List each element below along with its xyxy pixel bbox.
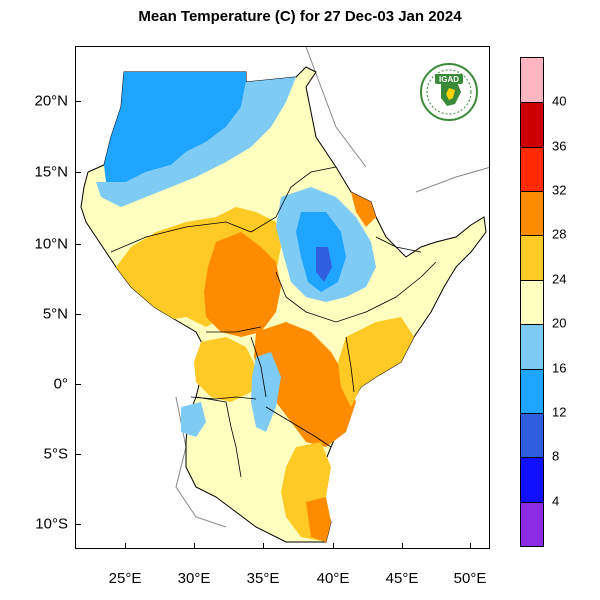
hot-zone-south-sudan — [204, 232, 281, 337]
colorbar-segment — [521, 501, 543, 546]
map-title: Mean Temperature (C) for 27 Dec-03 Jan 2… — [138, 8, 462, 25]
colorbar-tick-label: 28 — [552, 226, 567, 242]
latitude-tick-mark — [75, 524, 81, 525]
latitude-tick-label: 10°N — [34, 235, 68, 253]
colorbar-segment — [521, 457, 543, 502]
colorbar-tick-label: 36 — [552, 138, 567, 154]
border-kenya-somalia — [345, 336, 355, 393]
colorbar-tick-label: 12 — [552, 404, 567, 420]
latitude-tick-mark — [75, 384, 81, 385]
colorbar-tick-label: 24 — [552, 271, 567, 287]
colorbar-tick-label: 8 — [552, 448, 560, 464]
longitude-tick-label: 50°E — [453, 570, 487, 587]
longitude-tick-label: 40°E — [316, 570, 350, 587]
latitude-tick-label: 15°N — [34, 163, 68, 181]
colorbar-segment — [521, 412, 543, 458]
warm-zone-somalia-south — [338, 317, 414, 407]
latitude-tick-label: 5°S — [43, 445, 68, 463]
map-frame: IGAD — [75, 46, 490, 549]
longitude-tick-mark — [470, 543, 471, 549]
colorbar-tick-label: 40 — [552, 93, 567, 109]
warm-zone-uganda — [194, 337, 256, 402]
colorbar-segment — [521, 235, 543, 280]
hot-zone-kenya — [254, 322, 356, 447]
border-ethiopia-south — [275, 261, 437, 323]
longitude-tick-label: 35°E — [246, 570, 280, 587]
colorbar-segment — [521, 279, 543, 325]
longitude-tick-label: 25°E — [108, 570, 142, 587]
latitude-tick-label: 0° — [53, 375, 68, 393]
latitude-tick-mark — [75, 244, 81, 245]
very-cold-spot-ethiopia — [316, 247, 332, 282]
longitude-tick-mark — [263, 543, 264, 549]
temperature-map — [80, 47, 489, 543]
colorbar-segment — [521, 102, 543, 147]
border-kenya-tanzania — [265, 406, 332, 448]
latitude-tick-mark — [75, 101, 81, 102]
igad-logo-icon: IGAD — [419, 62, 479, 122]
latitude-tick-label: 20°N — [34, 92, 68, 110]
hot-zone-tanzania-coast — [306, 497, 331, 542]
border-djibouti-somalia — [375, 236, 422, 253]
cool-zone-north-sudan — [96, 77, 296, 207]
colorbar-tick-label: 32 — [552, 182, 567, 198]
border-sudan-south-sudan — [110, 221, 252, 253]
longitude-tick-label: 45°E — [385, 570, 419, 587]
longitude-tick-mark — [194, 543, 195, 549]
cool-zone-lake-victoria — [181, 402, 206, 437]
colorbar-tick-label: 4 — [552, 493, 560, 509]
warm-zone-horn-coast — [351, 192, 376, 227]
border-uganda-kenya — [250, 336, 267, 398]
colorbar-segment — [521, 146, 543, 192]
latitude-tick-label: 10°S — [35, 515, 68, 533]
cool-zone-rift-valley — [251, 352, 281, 432]
border-arabia-outline — [415, 167, 489, 193]
border-south-sudan-uganda — [206, 326, 262, 333]
colorbar-tick-label: 16 — [552, 360, 567, 376]
colorbar-segment — [521, 324, 543, 369]
longitude-tick-mark — [402, 543, 403, 549]
colorbar — [520, 57, 544, 547]
longitude-tick-mark — [333, 543, 334, 549]
igad-logo-text: IGAD — [439, 75, 459, 84]
colorbar-tick-label: 20 — [552, 315, 567, 331]
latitude-tick-mark — [75, 454, 81, 455]
border-sudan-ethiopia — [250, 166, 337, 233]
cold-zone-north-sudan — [104, 72, 246, 182]
border-red-sea-outline — [305, 47, 367, 168]
colorbar-segment — [521, 191, 543, 236]
latitude-tick-mark — [75, 314, 81, 315]
colorbar-segment — [521, 368, 543, 413]
latitude-tick-mark — [75, 172, 81, 173]
border-tanzania-west — [195, 396, 242, 478]
longitude-tick-mark — [125, 543, 126, 549]
latitude-tick-label: 5°N — [42, 305, 68, 323]
colorbar-segment — [521, 58, 543, 103]
longitude-tick-label: 30°E — [177, 570, 211, 587]
